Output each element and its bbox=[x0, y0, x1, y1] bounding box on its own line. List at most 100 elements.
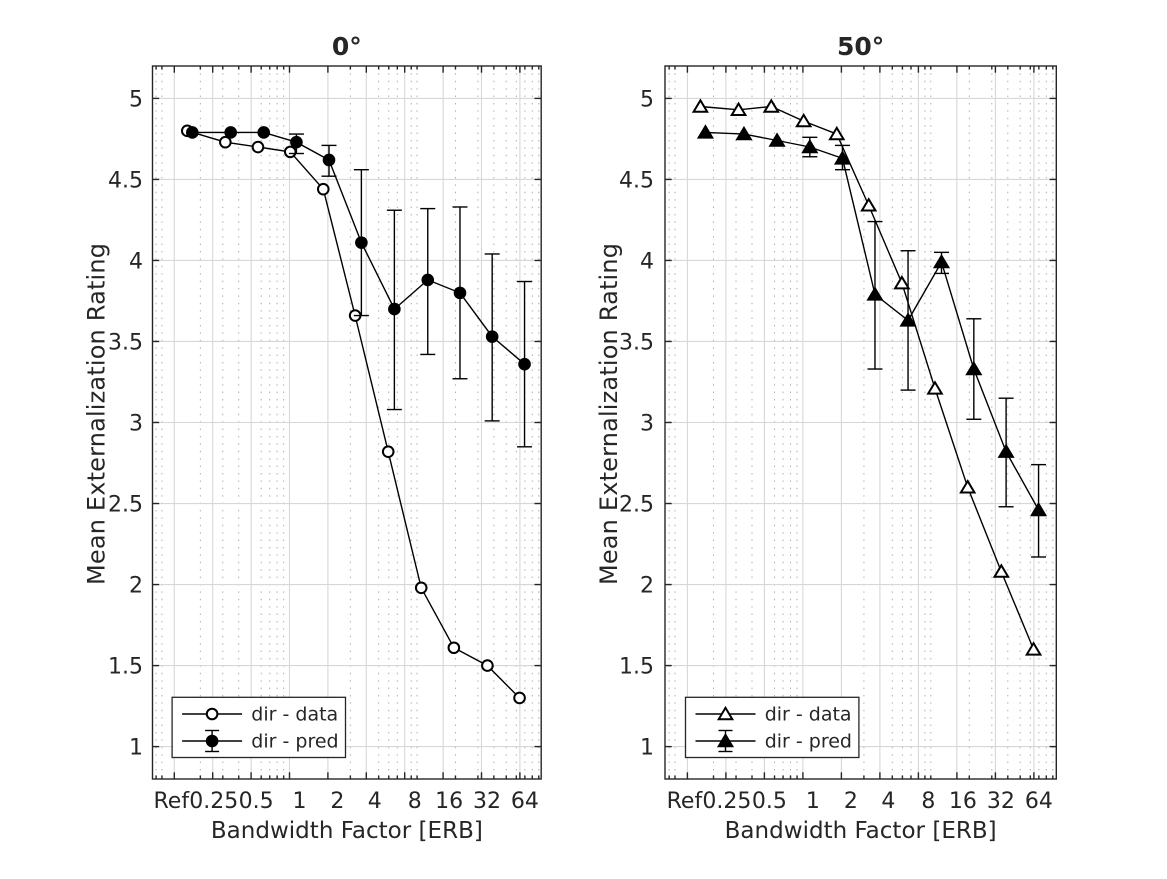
data-point-marker bbox=[1029, 501, 1048, 517]
y-tick-label: 1.5 bbox=[108, 655, 143, 680]
data-point-marker bbox=[453, 286, 467, 300]
x-tick-label: 0.5 bbox=[752, 789, 787, 814]
y-tick-label: 3 bbox=[640, 412, 654, 437]
data-point-marker bbox=[518, 357, 531, 371]
tick-marks bbox=[665, 66, 1057, 779]
data-point-marker bbox=[801, 138, 819, 154]
error-bars bbox=[802, 136, 1047, 558]
data-point-marker bbox=[828, 125, 846, 141]
x-tick-label: 64 bbox=[511, 789, 539, 814]
data-point-marker bbox=[219, 135, 232, 149]
x-tick-label: 8 bbox=[921, 789, 935, 814]
legend-entry: dir - data bbox=[695, 704, 852, 726]
major-grid bbox=[152, 66, 542, 779]
data-point-marker bbox=[381, 445, 395, 458]
y-tick-label: 1.5 bbox=[619, 655, 654, 680]
x-tick-label: 16 bbox=[949, 789, 977, 814]
legend-label: dir - data bbox=[765, 704, 852, 726]
data-point-marker bbox=[691, 98, 709, 113]
data-point-marker bbox=[257, 126, 271, 139]
legend-box bbox=[171, 696, 347, 759]
data-point-marker bbox=[224, 126, 238, 139]
x-tick-label: 2 bbox=[330, 789, 344, 814]
data-point-marker bbox=[251, 140, 265, 154]
x-axis-label: Bandwidth Factor [ERB] bbox=[725, 818, 997, 844]
data-point-marker bbox=[414, 581, 428, 595]
x-tick-label: 64 bbox=[1025, 789, 1053, 814]
data-point-marker bbox=[388, 302, 401, 316]
data-point-marker bbox=[447, 641, 461, 655]
data-point-marker bbox=[513, 691, 526, 705]
data-point-marker bbox=[322, 153, 336, 167]
legend-entry: dir - pred bbox=[695, 729, 852, 753]
x-tick-label: 32 bbox=[987, 789, 1015, 814]
y-tick-label: 1 bbox=[640, 736, 654, 761]
series-line bbox=[187, 130, 521, 699]
legend-box bbox=[684, 696, 860, 759]
data-point-marker bbox=[355, 236, 368, 249]
subplot-left: dir - data dir - pred 0° Bandwidth Factor [… bbox=[82, 32, 542, 844]
series-line bbox=[705, 131, 1040, 511]
data-point-marker bbox=[965, 360, 983, 376]
x-tick-label: 8 bbox=[408, 789, 422, 814]
y-axis-label: Mean Externalization Rating bbox=[82, 243, 110, 585]
x-tick-label: 0.25 bbox=[189, 789, 238, 814]
y-tick-label: 2.5 bbox=[108, 493, 143, 518]
series-line bbox=[700, 105, 1035, 650]
series-dir-data bbox=[691, 98, 1043, 656]
data-point-marker bbox=[932, 253, 951, 269]
x-tick-label: 2 bbox=[844, 789, 858, 814]
subplot-right: dir - data dir - pred 50° Bandwidth Factor … bbox=[595, 32, 1057, 844]
data-point-marker bbox=[1024, 641, 1043, 656]
legend-entry: dir - data bbox=[182, 704, 338, 726]
data-point-marker bbox=[997, 443, 1015, 458]
x-tick-label: Ref bbox=[154, 789, 191, 814]
y-tick-label: 5 bbox=[640, 87, 654, 112]
data-point-marker bbox=[992, 563, 1010, 578]
x-tick-label: Ref bbox=[667, 789, 704, 814]
tick-marks bbox=[152, 66, 542, 779]
series-dir-pred bbox=[696, 124, 1048, 558]
y-tick-label: 4.5 bbox=[108, 168, 143, 193]
data-point-marker bbox=[729, 101, 748, 116]
data-point-marker bbox=[768, 132, 786, 147]
x-tick-label: 0.5 bbox=[239, 789, 274, 814]
legend-label: dir - data bbox=[251, 704, 338, 726]
subplot-title: 0° bbox=[332, 32, 362, 61]
y-tick-label: 3.5 bbox=[108, 330, 143, 355]
data-point-marker bbox=[316, 182, 330, 196]
data-point-marker bbox=[959, 479, 977, 494]
data-point-marker bbox=[899, 312, 917, 327]
data-point-marker bbox=[186, 126, 199, 139]
y-tick-label: 5 bbox=[129, 87, 143, 112]
legend-label: dir - pred bbox=[251, 731, 338, 753]
x-tick-label: 0.25 bbox=[702, 789, 751, 814]
x-tick-label: 16 bbox=[435, 789, 463, 814]
data-point-marker bbox=[481, 659, 494, 672]
data-point-marker bbox=[290, 135, 303, 149]
error-bars bbox=[288, 133, 533, 448]
data-point-marker bbox=[421, 273, 435, 287]
major-grid bbox=[665, 66, 1057, 779]
y-tick-label: 4.5 bbox=[619, 168, 654, 193]
x-tick-label: 32 bbox=[473, 789, 501, 814]
data-point-marker bbox=[893, 274, 911, 290]
data-point-marker bbox=[762, 98, 780, 113]
y-tick-label: 4 bbox=[640, 249, 654, 274]
legend-label: dir - pred bbox=[765, 731, 852, 753]
y-tick-label: 1 bbox=[129, 736, 143, 761]
data-point-marker bbox=[716, 705, 735, 721]
data-point-marker bbox=[696, 124, 715, 139]
y-tick-label: 2.5 bbox=[619, 493, 654, 518]
legend-entry: dir - pred bbox=[182, 729, 339, 753]
y-axis-label: Mean Externalization Rating bbox=[595, 243, 623, 585]
y-tick-label: 3.5 bbox=[619, 330, 654, 355]
x-axis-label: Bandwidth Factor [ERB] bbox=[211, 818, 483, 844]
y-tick-label: 3 bbox=[129, 412, 143, 437]
y-tick-label: 2 bbox=[640, 574, 654, 599]
data-point-marker bbox=[205, 707, 219, 721]
y-tick-label: 4 bbox=[129, 249, 143, 274]
data-point-marker bbox=[735, 125, 753, 141]
